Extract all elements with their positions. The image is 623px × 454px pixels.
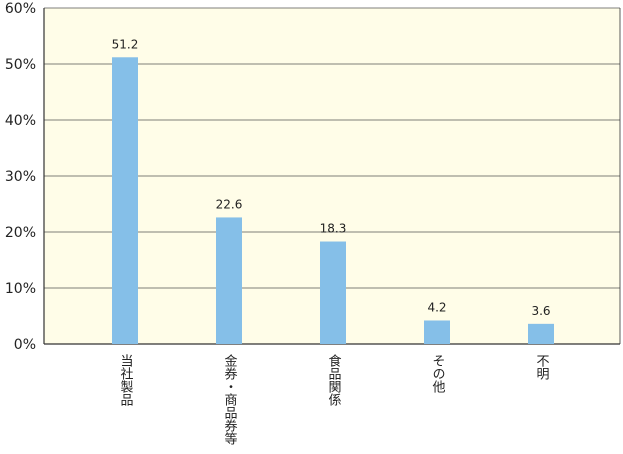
data-label: 51.2: [112, 37, 139, 51]
bar: [320, 241, 346, 344]
y-tick-label: 50%: [5, 57, 36, 73]
x-tick-label: その他: [430, 354, 446, 394]
x-tick-label: 不明: [534, 354, 550, 381]
y-tick-label: 0%: [14, 337, 36, 353]
bar: [528, 323, 554, 344]
x-tick-label: 金券・商品券等: [222, 353, 238, 445]
bar: [424, 320, 450, 344]
x-tick-label: 食品関係: [326, 353, 342, 406]
x-tick-label: 当社製品: [118, 354, 134, 406]
data-label: 4.2: [427, 300, 446, 314]
data-label: 22.6: [216, 197, 243, 211]
y-tick-label: 60%: [5, 1, 36, 17]
data-label: 18.3: [320, 222, 347, 236]
bar: [216, 217, 242, 344]
y-tick-label: 20%: [5, 225, 36, 241]
y-tick-label: 30%: [5, 169, 36, 185]
y-tick-label: 40%: [5, 113, 36, 129]
y-tick-label: 10%: [5, 281, 36, 297]
bar: [112, 57, 138, 344]
data-label: 3.6: [531, 304, 550, 318]
